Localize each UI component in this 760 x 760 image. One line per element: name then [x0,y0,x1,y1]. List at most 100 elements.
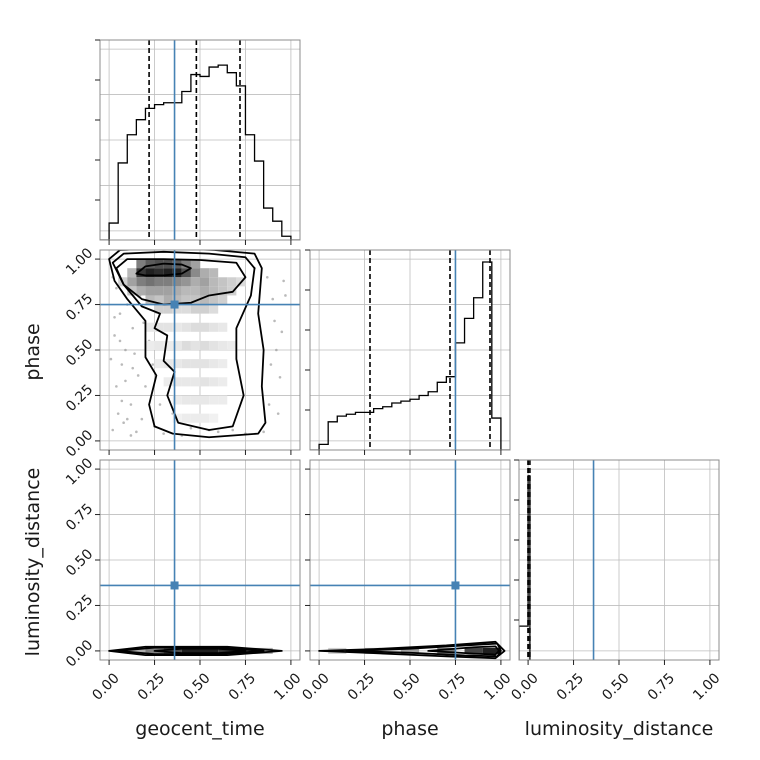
density-cell [190,322,200,332]
density-cell [200,286,210,296]
scatter-point [115,286,118,290]
histogram-y-ticks [514,459,519,621]
scatter-point [275,348,278,352]
x-tick-label: 0.75 [436,670,469,703]
scatter-point [129,403,133,406]
density-cell [163,359,173,369]
density-cell [209,322,219,332]
scatter-point [125,417,129,421]
y-axis-label-phase: phase [22,323,44,380]
density-cell [181,340,191,350]
y-tick-label: 0.50 [63,546,96,579]
density-cell [218,647,237,654]
scatter-point [118,312,122,315]
density-cell [190,395,200,405]
density-cell [209,377,219,387]
density-cell [172,359,182,369]
density-cell [172,277,182,287]
x-tick-label: 1.00 [690,670,723,703]
density-cell [172,286,182,296]
density-cell [172,322,182,332]
density-cell [218,359,228,369]
scatter-point [280,330,284,334]
density-cell [227,286,237,296]
histogram-step-line [310,261,510,450]
x-tick-label: 0.00 [508,670,541,703]
x-tick-label: 0.50 [599,670,632,703]
x-tick-label: 0.75 [226,670,259,703]
x-tick-label: 0.25 [554,670,587,703]
density-cell [218,377,228,387]
density-cell [181,304,191,314]
density-cell [145,277,155,287]
scatter-point [144,385,147,388]
density-cell [227,340,237,350]
x-tick-label: 0.25 [345,670,378,703]
scatter-point [136,374,140,377]
density-cell [218,340,228,350]
density-cell [209,340,219,350]
contour-line [135,262,192,277]
density-cell [154,286,164,296]
y-tick-label: 1.00 [63,455,96,488]
scatter-point [124,348,127,352]
y-axis-label-luminosity-distance: luminosity_distance [22,468,44,657]
density-cell [200,295,210,305]
histogram-panel-luminosity-distance: 0.00 0.25 0.50 0.75 1.00 [508,459,724,704]
scatter-point [133,352,136,355]
density-cell [154,340,164,350]
histogram-y-ticks [95,39,100,201]
density-cell [190,377,200,387]
scatter-point [131,366,135,370]
density-cell [437,647,456,654]
density-cell [200,277,210,287]
scatter-point [271,297,275,301]
density-cell [181,268,191,278]
scatter-point [162,432,165,435]
density-cell [154,268,164,278]
scatter-point [109,357,113,361]
density-cell [127,647,146,654]
density-cell [181,377,191,387]
histogram-panel-geocent-time [95,39,301,245]
density-cell [190,359,200,369]
x-tick-label: 0.00 [89,670,122,703]
density-cell [172,304,182,314]
density-cell [154,322,164,332]
density-panel-geocent-time-vs-luminosity-distance: 0.00 0.25 0.50 0.75 1.00 0.00 0.25 0.50 0.75 1.00 [63,455,305,703]
density-cell [154,359,164,369]
contour-line [111,250,256,431]
scatter-point [282,279,285,283]
scatter-point [116,412,120,415]
density-cell [136,277,146,287]
density-cell [145,268,155,278]
x-tick-label: 0.75 [645,670,678,703]
density-cell [127,277,137,287]
x-tick-label: 1.00 [271,670,304,703]
scatter-point [142,321,145,325]
density-cell [200,359,210,369]
density-panel-geocent-time-vs-phase: 0.00 0.25 0.50 0.75 1.00 [63,245,301,460]
density-cell [482,647,501,654]
scatter-point [124,379,127,383]
grid-lines-horizontal [519,468,719,652]
scatter-point [120,363,124,366]
density-cell [163,340,173,350]
scatter-point [122,421,125,425]
density-cell [200,322,210,332]
density-cell [190,340,200,350]
histogram-panel-phase [305,249,511,455]
scatter-point [216,430,220,434]
scatter-point [113,315,116,319]
scatter-point [129,434,133,437]
density-cell [209,277,219,287]
scatter-point [151,363,155,366]
density-cell [200,647,219,654]
density-cell [200,304,210,314]
density-cell [154,277,164,287]
density-cell [163,277,173,287]
scatter-point [284,294,287,297]
density-cell [181,295,191,305]
scatter-point [120,399,124,403]
density-cell [181,413,191,423]
